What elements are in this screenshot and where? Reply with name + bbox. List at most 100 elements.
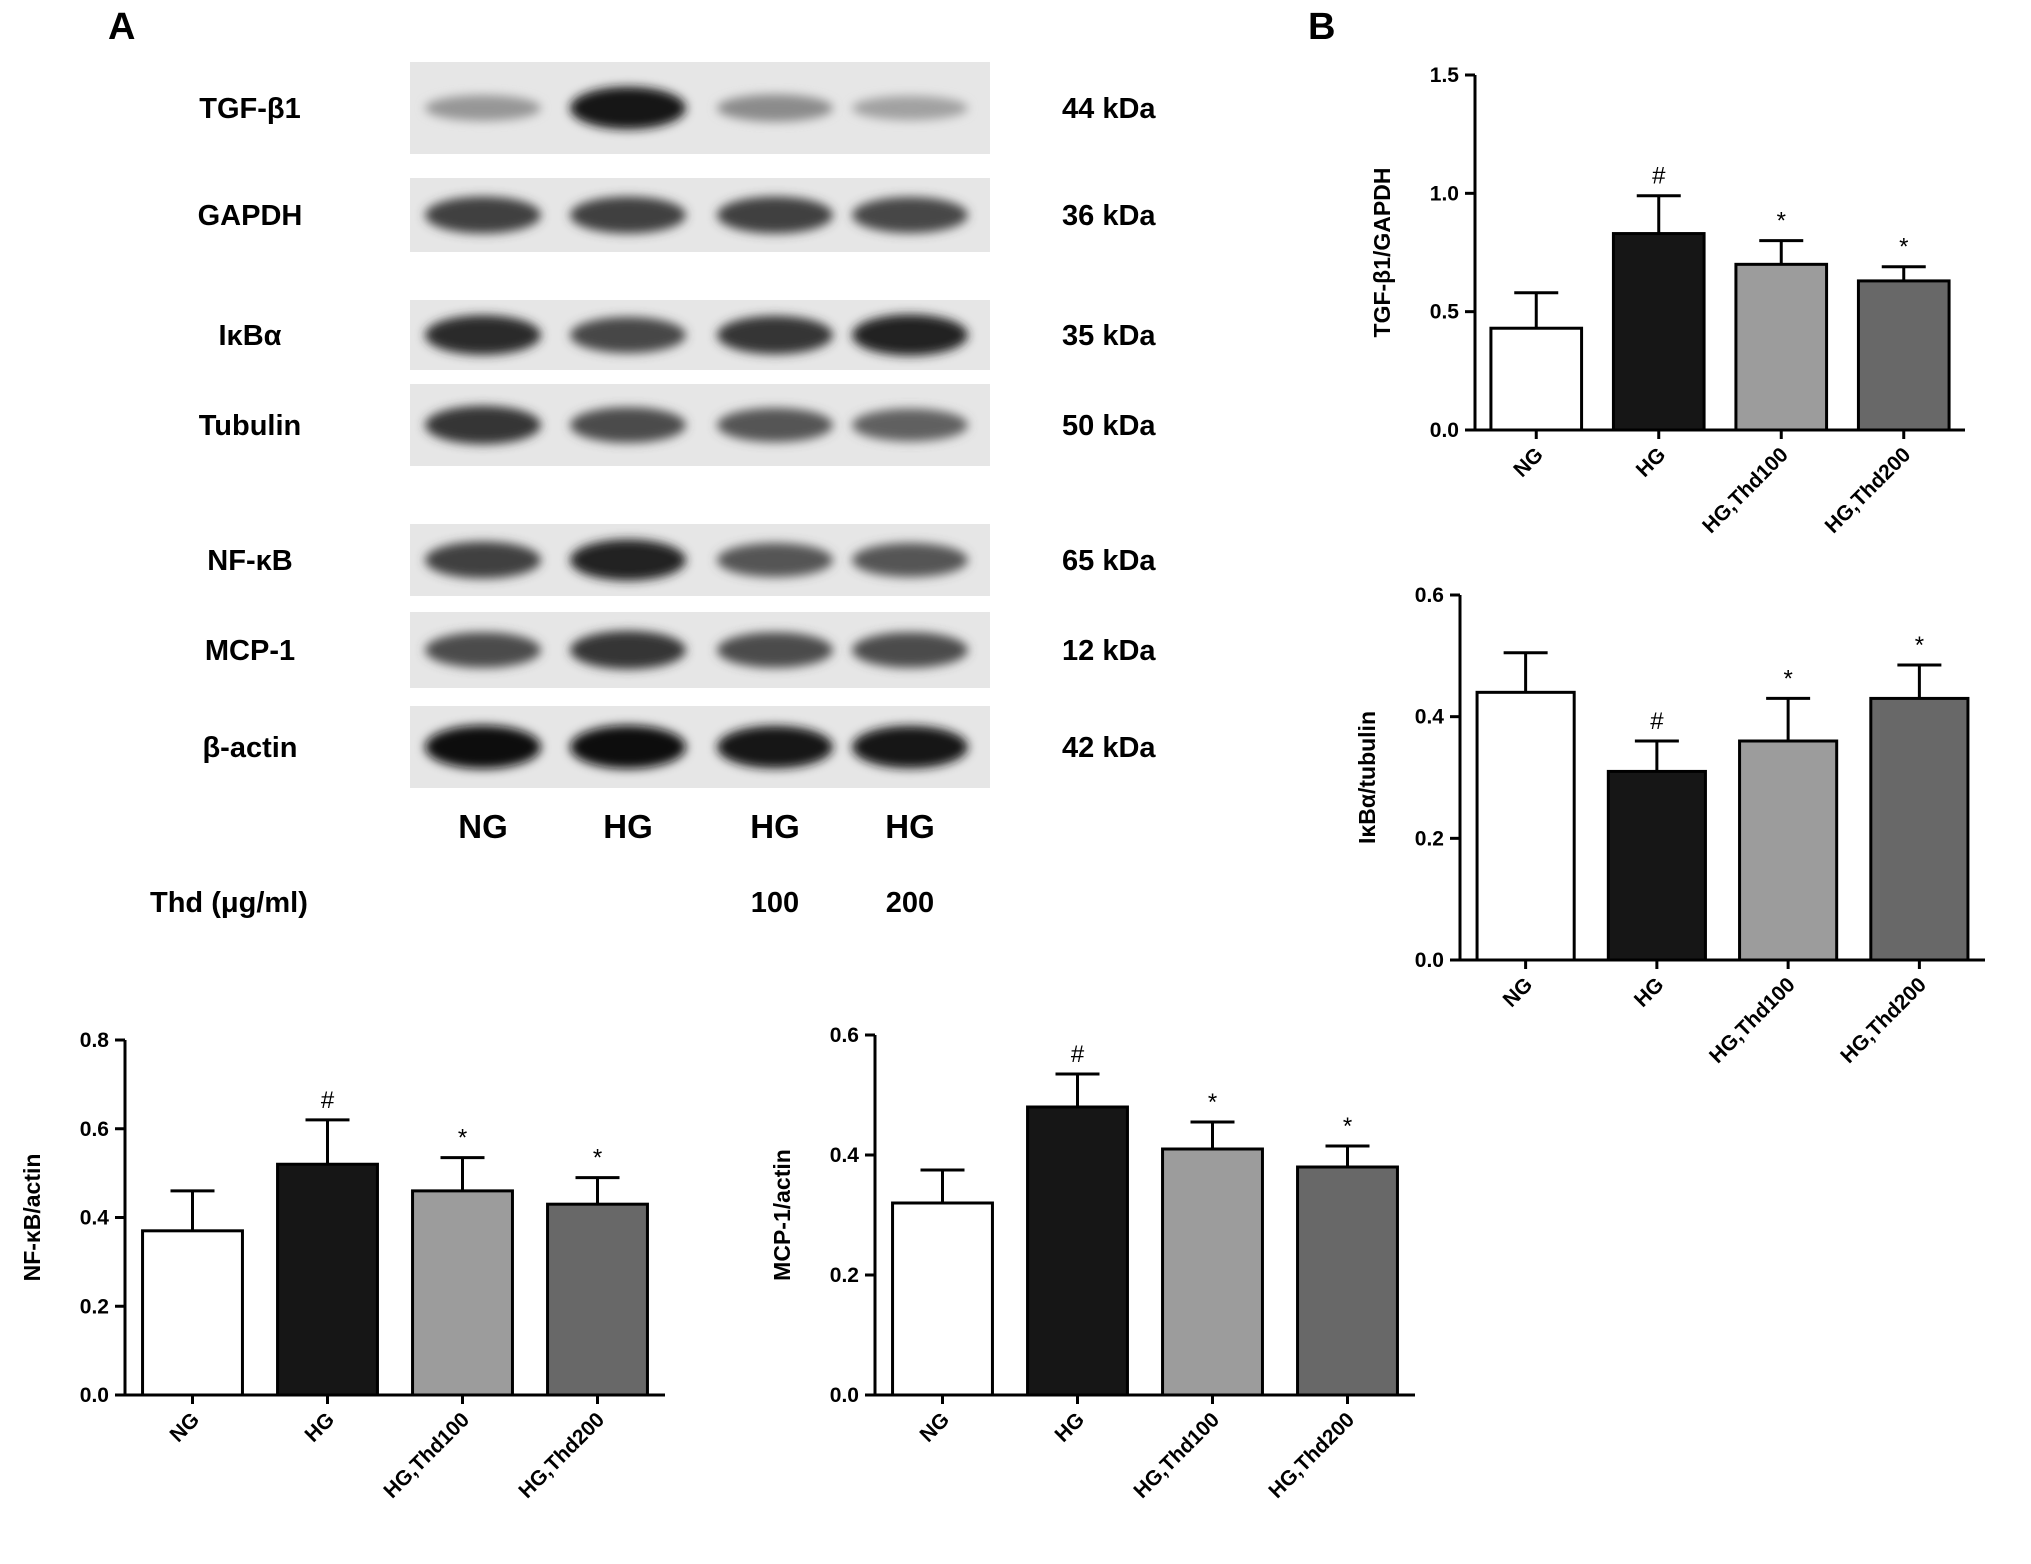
blot-band xyxy=(717,94,833,122)
blot-band xyxy=(852,196,968,234)
y-tick-label: 0.2 xyxy=(1415,827,1444,850)
y-tick-label: 0.8 xyxy=(80,1029,110,1052)
kda-label: 36 kDa xyxy=(1062,200,1156,232)
kda-label: 65 kDa xyxy=(1062,545,1156,577)
y-tick-label: 0.0 xyxy=(830,1384,859,1407)
y-tick-label: 1.0 xyxy=(1430,182,1459,205)
blot-band xyxy=(717,542,833,578)
blot-label: GAPDH xyxy=(198,200,303,232)
bar xyxy=(546,1202,649,1397)
x-tick-label: HG,Thd100 xyxy=(1705,973,1800,1068)
significance-mark: * xyxy=(593,1145,602,1172)
panel-label-a: A xyxy=(108,6,136,48)
blot-band xyxy=(570,539,686,581)
blot-band xyxy=(425,315,541,355)
kda-label: 35 kDa xyxy=(1062,320,1156,352)
x-tick-label: HG,Thd100 xyxy=(379,1408,474,1503)
y-tick-label: 0.2 xyxy=(80,1295,109,1318)
x-tick-label: HG,Thd200 xyxy=(1264,1408,1359,1503)
y-tick-label: 0.2 xyxy=(830,1264,859,1287)
bar xyxy=(276,1162,379,1397)
blot-band xyxy=(852,95,968,121)
y-tick-label: 0.0 xyxy=(80,1384,109,1407)
bar xyxy=(1296,1165,1399,1397)
x-tick-label: NG xyxy=(915,1408,954,1447)
bar xyxy=(1026,1105,1129,1397)
mcp1-actin-chart: 0.0 0.2 0.4 0.6 MCP-1/actin NG # HG * HG,Thd100 * H… xyxy=(769,1024,1415,1503)
kda-label: 12 kDa xyxy=(1062,635,1156,667)
blot-band xyxy=(570,725,686,769)
tgf-beta1-gapdh-chart: 0.0 0.5 1.0 1.5 TGF-β1/GAPDH NG # HG * HG,Thd100 *… xyxy=(1369,64,1965,538)
y-axis-title: NF-κB/actin xyxy=(19,1154,45,1282)
kda-label: 50 kDa xyxy=(1062,410,1156,442)
y-tick-label: 1.5 xyxy=(1430,64,1460,87)
x-tick-label: HG,Thd100 xyxy=(1698,443,1793,538)
blot-band xyxy=(852,314,968,356)
bar xyxy=(1475,690,1576,962)
significance-mark: * xyxy=(458,1125,467,1152)
bar xyxy=(1489,326,1584,432)
x-tick-label: HG xyxy=(1050,1408,1089,1447)
blot-label: β-actin xyxy=(202,732,297,764)
blot-band xyxy=(570,407,686,443)
x-tick-label: HG xyxy=(300,1408,339,1447)
y-tick-label: 0.0 xyxy=(1415,949,1444,972)
bar xyxy=(411,1189,514,1397)
y-axis-title: IκBα/tubulin xyxy=(1354,711,1380,844)
blot-band xyxy=(717,407,833,443)
significance-mark: # xyxy=(1071,1041,1085,1068)
blot-band xyxy=(570,196,686,234)
thd-value-label: 200 xyxy=(886,887,934,919)
y-axis-title: TGF-β1/GAPDH xyxy=(1369,168,1395,338)
thd-row-label: Thd (μg/ml) xyxy=(150,887,308,919)
y-axis-title: MCP-1/actin xyxy=(769,1149,795,1281)
blot-band xyxy=(852,725,968,769)
bar xyxy=(1856,279,1951,432)
blot-band xyxy=(425,725,541,769)
bar xyxy=(1738,739,1839,962)
lane-label: HG xyxy=(750,808,800,845)
blot-label: MCP-1 xyxy=(205,635,295,667)
significance-mark: * xyxy=(1899,234,1908,261)
blot-band xyxy=(570,316,686,354)
blot-band xyxy=(852,542,968,578)
blot-band xyxy=(852,408,968,442)
x-tick-label: HG,Thd100 xyxy=(1129,1408,1224,1503)
kda-label: 42 kDa xyxy=(1062,732,1156,764)
bar xyxy=(141,1229,244,1397)
lane-label: HG xyxy=(603,808,653,845)
blot-band xyxy=(425,196,541,234)
x-tick-label: NG xyxy=(1509,443,1548,482)
significance-mark: * xyxy=(1783,665,1792,692)
blot-label: Tubulin xyxy=(199,410,302,442)
lane-label: HG xyxy=(885,808,935,845)
thd-value-label: 100 xyxy=(751,887,799,919)
bar xyxy=(1161,1147,1264,1397)
y-tick-label: 0.5 xyxy=(1430,301,1460,324)
bar xyxy=(1611,232,1706,432)
blot-band xyxy=(852,632,968,668)
y-tick-label: 0.4 xyxy=(1415,706,1445,729)
significance-mark: * xyxy=(1777,208,1786,235)
blot-band xyxy=(717,725,833,769)
x-tick-label: HG,Thd200 xyxy=(514,1408,609,1503)
bar xyxy=(1869,696,1970,962)
x-tick-label: HG xyxy=(1630,973,1669,1012)
y-tick-label: 0.6 xyxy=(1415,584,1444,607)
blot-band xyxy=(425,541,541,579)
significance-mark: # xyxy=(1650,708,1664,735)
y-tick-label: 0.0 xyxy=(1430,419,1459,442)
x-tick-label: HG,Thd200 xyxy=(1836,973,1931,1068)
bar xyxy=(891,1201,994,1397)
blot-band xyxy=(717,632,833,668)
ikba-tubulin-chart: 0.0 0.2 0.4 0.6 IκBα/tubulin NG # HG * HG,Thd100 *… xyxy=(1354,584,1985,1068)
blot-band xyxy=(425,95,541,121)
significance-mark: # xyxy=(321,1087,335,1114)
blot-label: TGF-β1 xyxy=(199,93,300,125)
y-tick-label: 0.4 xyxy=(830,1144,860,1167)
x-tick-label: HG,Thd200 xyxy=(1821,443,1916,538)
y-tick-label: 0.4 xyxy=(80,1207,110,1230)
blot-label: NF-κB xyxy=(207,545,292,577)
blot-band xyxy=(570,86,686,130)
significance-mark: # xyxy=(1652,163,1666,190)
